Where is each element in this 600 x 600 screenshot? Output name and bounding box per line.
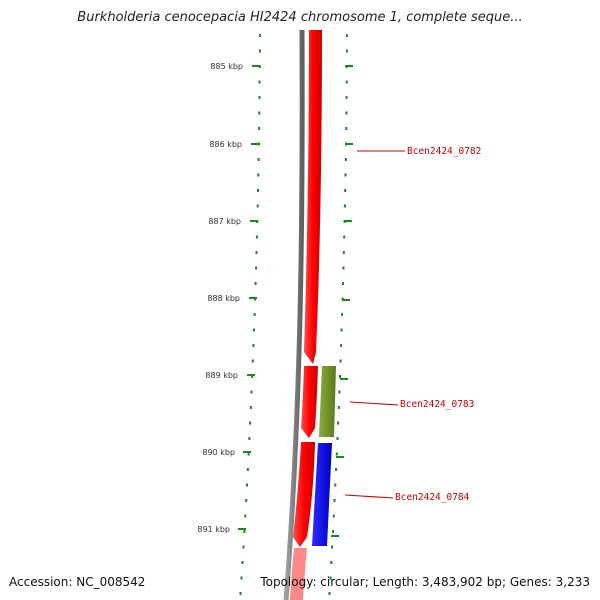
- ruler-dot: [249, 406, 252, 409]
- ruler-dot: [249, 421, 252, 425]
- gene-label-text: Bcen2424_0784: [395, 492, 470, 503]
- ruler-dot: [337, 421, 340, 425]
- ruler-dot: [258, 80, 261, 84]
- gene-count-text: Genes: 3,233: [509, 575, 590, 589]
- ruler-dot: [332, 530, 334, 533]
- ruler-dot: [336, 437, 339, 440]
- ruler-dot: [244, 514, 247, 518]
- ruler-dot: [252, 344, 255, 347]
- backbone-gene-segment[interactable]: [301, 366, 318, 438]
- ruler-dot: [255, 266, 258, 270]
- ruler-dot: [257, 173, 260, 177]
- ruler-label-890: 890 kbp: [202, 448, 235, 457]
- gene-label-bcen2424-0784[interactable]: Bcen2424_0784: [344, 492, 470, 503]
- backbone-gene-segment[interactable]: [293, 442, 315, 547]
- ruler-dot: [342, 282, 344, 285]
- ruler-dot: [344, 158, 347, 161]
- ruler-dot: [247, 452, 250, 456]
- ruler-right: [331, 65, 353, 537]
- ruler-dot: [344, 173, 347, 177]
- ruler-dot: [329, 576, 332, 580]
- gene-bcen2424-0784-shape[interactable]: [312, 443, 332, 546]
- ruler-label-886: 886 kbp: [209, 140, 242, 149]
- ruler-dot: [345, 34, 348, 37]
- gene-label-bcen2424-0782[interactable]: Bcen2424_0782: [357, 146, 481, 157]
- ruler-label-888: 888 kbp: [207, 294, 240, 303]
- ruler-dot: [253, 328, 255, 332]
- ruler-dot: [345, 127, 348, 130]
- ruler-dot: [258, 49, 261, 53]
- ruler-dot: [333, 499, 336, 502]
- backbone-gene-fade: [290, 548, 307, 600]
- ruler-dot: [344, 189, 347, 192]
- ruler-dot: [342, 251, 345, 254]
- ruler-dot: [257, 158, 260, 161]
- ruler-dot: [258, 34, 261, 37]
- accession-text: Accession: NC_008542: [9, 575, 146, 589]
- topology-text: Topology: circular;: [260, 575, 369, 589]
- ruler-dot: [255, 235, 258, 239]
- gene-label-bcen2424-0783[interactable]: Bcen2424_0783: [349, 399, 474, 410]
- ruler-label-887: 887 kbp: [208, 217, 241, 226]
- ruler-dot: [243, 530, 246, 533]
- ruler-dot: [330, 561, 333, 564]
- gene-label-text: Bcen2424_0782: [407, 146, 481, 157]
- ruler-label-885: 885 kbp: [210, 62, 243, 71]
- ruler-dot: [334, 483, 337, 487]
- ruler-dot: [339, 359, 342, 363]
- ruler-dot: [345, 96, 348, 99]
- ruler-dot: [239, 592, 242, 595]
- ruler-dot: [332, 514, 335, 518]
- ruler-dot: [335, 468, 337, 471]
- ruler-dot: [240, 576, 243, 580]
- ruler-dot: [253, 313, 256, 316]
- ruler-dot: [339, 375, 341, 378]
- ruler-dot: [246, 483, 248, 487]
- ruler-dot: [256, 204, 259, 208]
- ruler-dot: [254, 282, 257, 285]
- gene-bcen2424-0783-shape[interactable]: [319, 366, 336, 437]
- map-title: Burkholderia cenocepacia HI2424 chromoso…: [77, 10, 523, 25]
- gene-label-leader: [349, 401, 399, 406]
- ruler-dot: [248, 437, 251, 440]
- ruler-dot: [328, 592, 331, 595]
- ruler-dot: [241, 561, 244, 564]
- ruler-dot: [337, 406, 340, 409]
- ruler-dot: [250, 390, 253, 394]
- ruler-dot: [258, 96, 261, 99]
- ruler-dot: [343, 204, 346, 208]
- ruler-dot: [242, 545, 245, 549]
- gene-bcen2424-0782-shape[interactable]: [304, 30, 322, 364]
- ruler-dot: [245, 499, 248, 502]
- sequence-axis: [283, 29, 305, 600]
- ruler-dot: [251, 375, 254, 378]
- ruler-dot: [255, 251, 258, 254]
- ruler-dot: [340, 328, 343, 332]
- ruler-dot: [345, 111, 348, 115]
- ruler-dot: [345, 80, 348, 84]
- length-text: Length: 3,483,902 bp;: [372, 575, 507, 589]
- ruler-dot: [340, 344, 343, 347]
- ruler-dot: [342, 266, 345, 270]
- ruler-dot: [338, 390, 341, 394]
- ruler-dot: [251, 359, 254, 363]
- ruler-label-891: 891 kbp: [197, 525, 230, 534]
- ruler-label-889: 889 kbp: [205, 371, 238, 380]
- genome-stats: Topology: circular; Length: 3,483,902 bp…: [260, 575, 590, 589]
- ruler-dot: [341, 313, 344, 316]
- ruler-dot: [343, 235, 346, 239]
- ruler-dot: [335, 452, 338, 456]
- ruler-dot: [258, 127, 261, 130]
- ruler-left: 885 kbp 886 kbp 887 kbp 888 kbp 889 kbp …: [197, 62, 260, 534]
- ruler-dot: [258, 111, 261, 115]
- ruler-dot: [345, 49, 348, 53]
- ruler-dot: [331, 545, 334, 549]
- ruler-dot: [246, 468, 249, 471]
- gene-label-leader: [344, 494, 394, 499]
- ruler-dot: [257, 189, 259, 192]
- gene-label-text: Bcen2424_0783: [400, 399, 474, 410]
